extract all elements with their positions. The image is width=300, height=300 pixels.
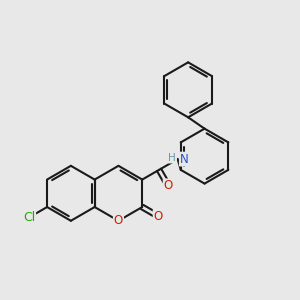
Text: O: O [154,210,163,223]
Text: O: O [164,179,173,192]
Text: N: N [180,153,189,166]
Text: Cl: Cl [23,211,35,224]
Text: H: H [168,153,176,163]
Text: O: O [114,214,123,227]
